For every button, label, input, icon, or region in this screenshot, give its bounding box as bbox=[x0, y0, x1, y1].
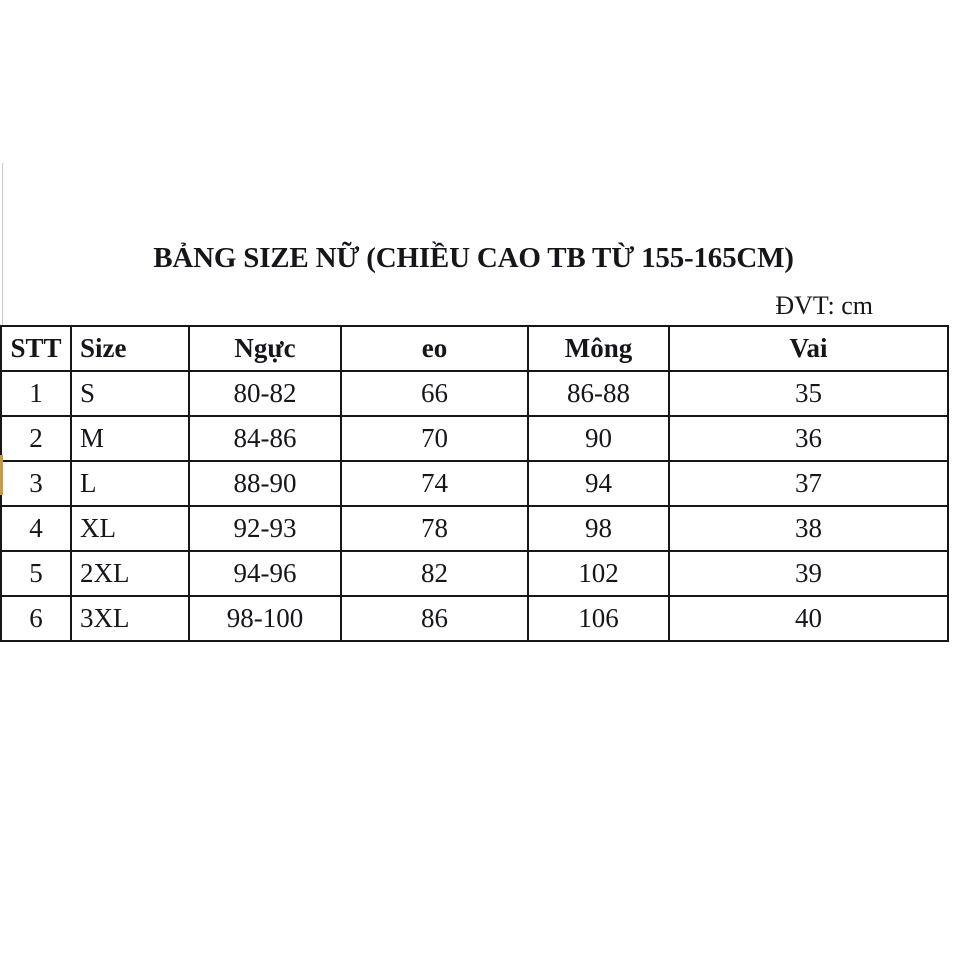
cell-eo: 74 bbox=[340, 460, 529, 507]
cell-stt: 2 bbox=[0, 415, 72, 462]
table-row: 2 M 84-86 70 90 36 bbox=[0, 415, 949, 462]
cell-mong: 86-88 bbox=[527, 370, 670, 417]
cell-size: XL bbox=[70, 505, 190, 552]
cell-stt: 4 bbox=[0, 505, 72, 552]
page-title: BẢNG SIZE NỮ (CHIỀU CAO TB TỪ 155-165CM) bbox=[153, 242, 794, 274]
cell-eo: 66 bbox=[340, 370, 529, 417]
cell-size: 3XL bbox=[70, 595, 190, 642]
scan-artifact-mark bbox=[0, 455, 3, 495]
table-row: 4 XL 92-93 78 98 38 bbox=[0, 505, 949, 552]
cell-size: L bbox=[70, 460, 190, 507]
cell-eo: 86 bbox=[340, 595, 529, 642]
column-header-vai: Vai bbox=[668, 325, 949, 372]
cell-size: S bbox=[70, 370, 190, 417]
table-body: 1 S 80-82 66 86-88 35 2 M 84-86 70 90 36 3 L 88-90 74 94… bbox=[0, 370, 949, 642]
cell-vai: 38 bbox=[668, 505, 949, 552]
cell-nguc: 92-93 bbox=[188, 505, 342, 552]
cell-nguc: 88-90 bbox=[188, 460, 342, 507]
size-table: STT Size Ngực eo Mông Vai 1 S 80-82 66 86-88… bbox=[0, 325, 949, 642]
cell-eo: 70 bbox=[340, 415, 529, 462]
table-row: 3 L 88-90 74 94 37 bbox=[0, 460, 949, 507]
cell-vai: 35 bbox=[668, 370, 949, 417]
table-header-row: STT Size Ngực eo Mông Vai bbox=[0, 325, 949, 372]
column-header-stt: STT bbox=[0, 325, 72, 372]
cell-mong: 94 bbox=[527, 460, 670, 507]
column-header-size: Size bbox=[70, 325, 190, 372]
cell-stt: 6 bbox=[0, 595, 72, 642]
cell-stt: 1 bbox=[0, 370, 72, 417]
cell-nguc: 80-82 bbox=[188, 370, 342, 417]
column-header-eo: eo bbox=[340, 325, 529, 372]
cell-vai: 40 bbox=[668, 595, 949, 642]
cell-stt: 3 bbox=[0, 460, 72, 507]
column-header-mong: Mông bbox=[527, 325, 670, 372]
cell-stt: 5 bbox=[0, 550, 72, 597]
cell-mong: 106 bbox=[527, 595, 670, 642]
cell-eo: 78 bbox=[340, 505, 529, 552]
table-row: 6 3XL 98-100 86 106 40 bbox=[0, 595, 949, 642]
cell-mong: 102 bbox=[527, 550, 670, 597]
cell-mong: 98 bbox=[527, 505, 670, 552]
cell-vai: 37 bbox=[668, 460, 949, 507]
cell-nguc: 94-96 bbox=[188, 550, 342, 597]
column-header-nguc: Ngực bbox=[188, 325, 342, 372]
unit-note: ĐVT: cm bbox=[775, 291, 873, 320]
cell-nguc: 98-100 bbox=[188, 595, 342, 642]
table-row: 5 2XL 94-96 82 102 39 bbox=[0, 550, 949, 597]
cell-vai: 36 bbox=[668, 415, 949, 462]
cell-vai: 39 bbox=[668, 550, 949, 597]
table-row: 1 S 80-82 66 86-88 35 bbox=[0, 370, 949, 417]
cell-eo: 82 bbox=[340, 550, 529, 597]
cell-size: M bbox=[70, 415, 190, 462]
cell-mong: 90 bbox=[527, 415, 670, 462]
cell-size: 2XL bbox=[70, 550, 190, 597]
cell-nguc: 84-86 bbox=[188, 415, 342, 462]
page-margin-rule bbox=[2, 163, 3, 325]
